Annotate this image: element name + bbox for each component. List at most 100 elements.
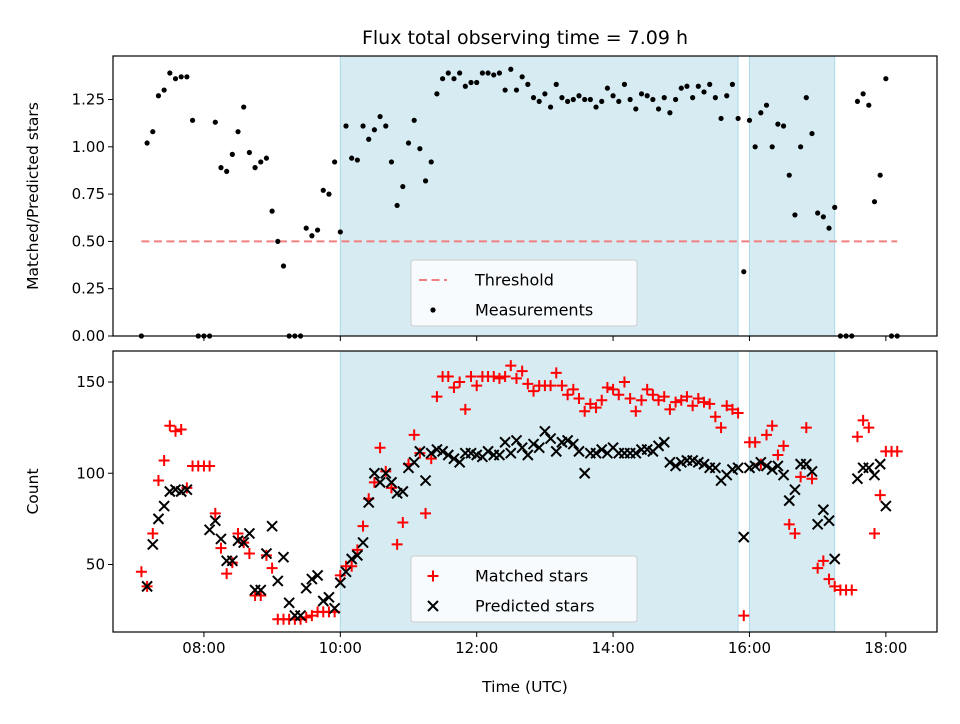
matched-star-point: [516, 365, 528, 377]
measurement-point: [638, 91, 645, 97]
measurement-point: [144, 140, 150, 146]
predicted-star-point: [550, 445, 562, 458]
measurement-point: [610, 93, 616, 99]
measurement-point: [434, 91, 440, 97]
measurement-point: [485, 70, 491, 76]
measurement-point: [570, 96, 576, 103]
measurement-point: [189, 117, 196, 123]
chart-title: Flux total observing time = 7.09 h: [362, 27, 688, 49]
predicted-star-point: [658, 436, 670, 448]
matched-star-point: [175, 423, 187, 435]
measurement-point: [565, 98, 571, 105]
predicted-star-point: [237, 536, 250, 549]
predicted-star-point: [823, 514, 835, 527]
predicted-star-point: [590, 447, 602, 459]
predicted-star-point: [630, 447, 642, 459]
measurement-point: [883, 76, 889, 82]
predicted-star-point: [181, 483, 193, 496]
predicted-star-point: [351, 549, 364, 562]
measurement-point: [377, 113, 383, 120]
matched-star-point: [868, 527, 880, 539]
measurement-point: [178, 74, 184, 80]
matched-star-point: [891, 445, 903, 457]
matched-star-point: [851, 431, 863, 443]
measurement-point: [593, 104, 599, 110]
matched-star-point: [624, 392, 636, 404]
measurement-point: [332, 159, 338, 165]
measurement-point: [559, 95, 565, 101]
matched-star-point: [579, 405, 591, 417]
matched-star-point: [454, 376, 466, 388]
measurement-point: [701, 89, 707, 95]
measurement-point: [508, 66, 514, 72]
matched-star-point: [641, 383, 653, 395]
matched-star-point: [493, 372, 505, 384]
measurement-point: [746, 117, 753, 123]
predicted-star-point: [777, 469, 790, 481]
y-tick-label: 0.25: [72, 280, 105, 298]
matched-star-point: [135, 566, 147, 578]
matched-star-point: [567, 383, 579, 395]
measurement-point: [258, 159, 264, 165]
predicted-star-point: [158, 500, 170, 512]
predicted-star-point: [300, 582, 312, 594]
legend-matched-swatch: [427, 570, 439, 582]
matched-star-point: [334, 569, 346, 581]
predicted-star-point: [442, 449, 454, 461]
predicted-star-point: [260, 547, 273, 560]
predicted-star-point: [152, 513, 165, 525]
x-tick-label: 10:00: [319, 639, 362, 657]
measurement-point: [224, 168, 230, 175]
predicted-star-point: [760, 460, 773, 472]
measurement-point: [314, 227, 321, 233]
measurement-point: [599, 98, 605, 105]
legend-label: Matched stars: [475, 567, 588, 586]
measurement-point: [690, 95, 696, 101]
matched-star-point: [385, 482, 397, 494]
matched-star-point: [158, 454, 170, 466]
measurement-point: [752, 144, 758, 150]
measurement-point: [343, 123, 349, 129]
measurement-point: [491, 72, 497, 78]
matched-star-point: [857, 414, 869, 426]
matched-star-point: [772, 449, 784, 461]
matched-star-point: [164, 420, 176, 432]
series-group: [138, 66, 900, 339]
matched-star-point: [420, 507, 432, 519]
measurement-point: [695, 83, 701, 89]
matched-star-point: [749, 436, 761, 448]
matched-star-point: [562, 389, 574, 401]
measurement-point: [854, 98, 861, 105]
predicted-star-point: [669, 460, 682, 472]
measurement-point: [246, 149, 252, 156]
matched-star-point: [726, 403, 738, 415]
matched-star-point: [431, 391, 443, 403]
matched-star-point: [590, 402, 602, 414]
predicted-star-point: [817, 504, 830, 516]
matched-star-point: [584, 398, 596, 410]
predicted-star-point: [874, 458, 886, 470]
matched-star-point: [556, 380, 568, 392]
predicted-star-point: [209, 514, 221, 527]
legend: Threshold Measurements: [410, 259, 638, 327]
x-tick-label: 18:00: [864, 639, 907, 657]
measurement-point: [462, 83, 468, 89]
matched-star-point: [471, 380, 483, 392]
top-panel: 0.00 0.25 0.50 0.75 1.00 1.25 Flux total obser…: [24, 27, 938, 345]
matched-star-point: [465, 371, 477, 383]
y-tick-label: 0.50: [72, 232, 105, 250]
matched-star-point: [618, 376, 630, 388]
predicted-star-point: [436, 445, 449, 458]
matched-star-point: [630, 405, 642, 417]
predicted-star-point: [880, 500, 892, 512]
matched-star-point: [255, 590, 267, 602]
predicted-star-point: [328, 602, 341, 614]
y-tick-label: 1.00: [72, 138, 105, 156]
measurement-point: [775, 121, 781, 127]
measurement-point: [820, 214, 826, 220]
matched-star-point: [846, 584, 858, 596]
matched-star-point: [215, 542, 227, 554]
y-axis-label: Matched/Predicted stars: [24, 102, 42, 290]
y-tick-label: 1.25: [72, 91, 105, 109]
measurement-point: [661, 95, 667, 101]
